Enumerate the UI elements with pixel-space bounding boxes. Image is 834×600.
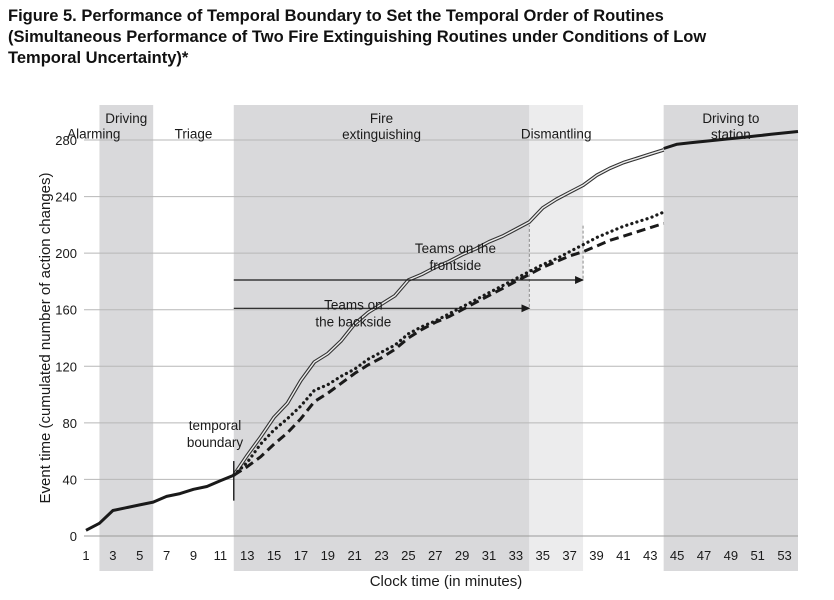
x-tick-label-17: 35 (536, 548, 550, 563)
annotation-0-line-1: boundary (187, 435, 244, 450)
y-axis: 0 40 80 120 160 200 240 280 (55, 133, 77, 544)
phase-band-5 (663, 105, 798, 571)
x-tick-label-11: 23 (374, 548, 388, 563)
series-line-0 (85, 473, 235, 532)
y-tick-label-7: 280 (55, 133, 77, 148)
phase-label-0-line-0: Alarming (67, 127, 120, 142)
y-tick-label-5: 200 (55, 246, 77, 261)
figure-title-line-1: Figure 5. Performance of Temporal Bounda… (8, 7, 664, 25)
series-line-2 (232, 210, 666, 477)
phase-label-1-line-0: Driving (105, 111, 147, 126)
x-axis: 1 3 5 7 9 11 13 15 17 19 21 23 25 27 29 31 33 35 37 39 41 43 4… (82, 548, 791, 563)
figure-title-line-2: (Simultaneous Performance of Two Fire Ex… (8, 28, 707, 46)
annotation-1-line-0: Teams on the (415, 241, 496, 256)
figure-title-line-3: Temporal Uncertainty)* (8, 49, 189, 67)
figure-title: Figure 5. Performance of Temporal Bounda… (8, 6, 826, 69)
x-tick-label-25: 51 (750, 548, 764, 563)
x-tick-label-5: 11 (214, 548, 228, 563)
phase-label-1: Driving (105, 111, 147, 126)
annotation-1: Teams on the frontside (415, 241, 496, 273)
x-tick-label-26: 53 (777, 548, 791, 563)
x-tick-label-0: 1 (82, 548, 89, 563)
series-line-1-inner (233, 149, 664, 476)
y-tick-label-0: 0 (70, 529, 77, 544)
y-tick-label-3: 120 (55, 359, 77, 374)
phase-shading-layer (99, 105, 798, 571)
annotation-2-line-1: the backside (315, 315, 391, 330)
x-tick-label-10: 21 (347, 548, 361, 563)
y-tick-label-2: 80 (63, 416, 77, 431)
x-tick-label-15: 31 (482, 548, 496, 563)
phase-band-4 (529, 105, 584, 571)
guide-line-layer (528, 224, 584, 307)
phase-label-5-line-1: station (711, 127, 751, 142)
x-tick-label-4: 9 (190, 548, 197, 563)
y-tick-label-6: 240 (55, 190, 77, 205)
annotation-2-line-0: Teams on (324, 298, 383, 313)
arrow-layer (233, 276, 585, 501)
x-tick-label-22: 45 (670, 548, 684, 563)
x-tick-label-9: 19 (321, 548, 335, 563)
series-layer (85, 130, 799, 532)
phase-label-2: Triage (175, 127, 213, 142)
x-tick-label-12: 25 (401, 548, 415, 563)
phase-label-4: Dismantling (521, 127, 592, 142)
x-tick-label-20: 41 (616, 548, 630, 563)
phase-label-5-line-0: Driving to (702, 111, 759, 126)
phase-label-3-line-0: Fire (370, 111, 393, 126)
series-line-4 (663, 130, 799, 150)
annotation-2: Teams on the backside (315, 298, 391, 330)
phase-label-4-line-0: Dismantling (521, 127, 592, 142)
x-tick-label-24: 49 (724, 548, 738, 563)
x-tick-label-6: 13 (240, 548, 254, 563)
x-tick-label-2: 5 (136, 548, 143, 563)
x-tick-label-8: 17 (294, 548, 308, 563)
phase-label-5: Driving to station (702, 111, 759, 142)
x-tick-label-23: 47 (697, 548, 711, 563)
y-axis-title: Event time (cumulated number of action c… (37, 172, 54, 503)
x-tick-label-18: 37 (562, 548, 576, 563)
annotation-0: temporal boundary (187, 418, 244, 450)
x-tick-label-21: 43 (643, 548, 657, 563)
phase-band-3 (233, 105, 530, 571)
annotation-1-line-1: frontside (430, 258, 482, 273)
phase-label-3-line-1: extinguishing (342, 127, 421, 142)
y-tick-label-4: 160 (55, 303, 77, 318)
y-tick-label-1: 40 (63, 472, 77, 487)
phase-label-3: Fire extinguishing (342, 111, 421, 142)
x-tick-label-1: 3 (109, 548, 116, 563)
annotation-0-line-0: temporal (189, 418, 242, 433)
x-tick-label-7: 15 (267, 548, 281, 563)
phase-label-2-line-0: Triage (175, 127, 213, 142)
series-line-3 (232, 221, 665, 477)
phase-label-0: Alarming (67, 127, 120, 142)
gridline-layer (84, 139, 798, 537)
phase-band-1 (99, 105, 154, 571)
x-tick-label-19: 39 (589, 548, 603, 563)
x-tick-label-16: 33 (509, 548, 523, 563)
x-axis-title: Clock time (in minutes) (370, 573, 523, 590)
x-tick-label-3: 7 (163, 548, 170, 563)
x-tick-label-13: 27 (428, 548, 442, 563)
x-tick-label-14: 29 (455, 548, 469, 563)
